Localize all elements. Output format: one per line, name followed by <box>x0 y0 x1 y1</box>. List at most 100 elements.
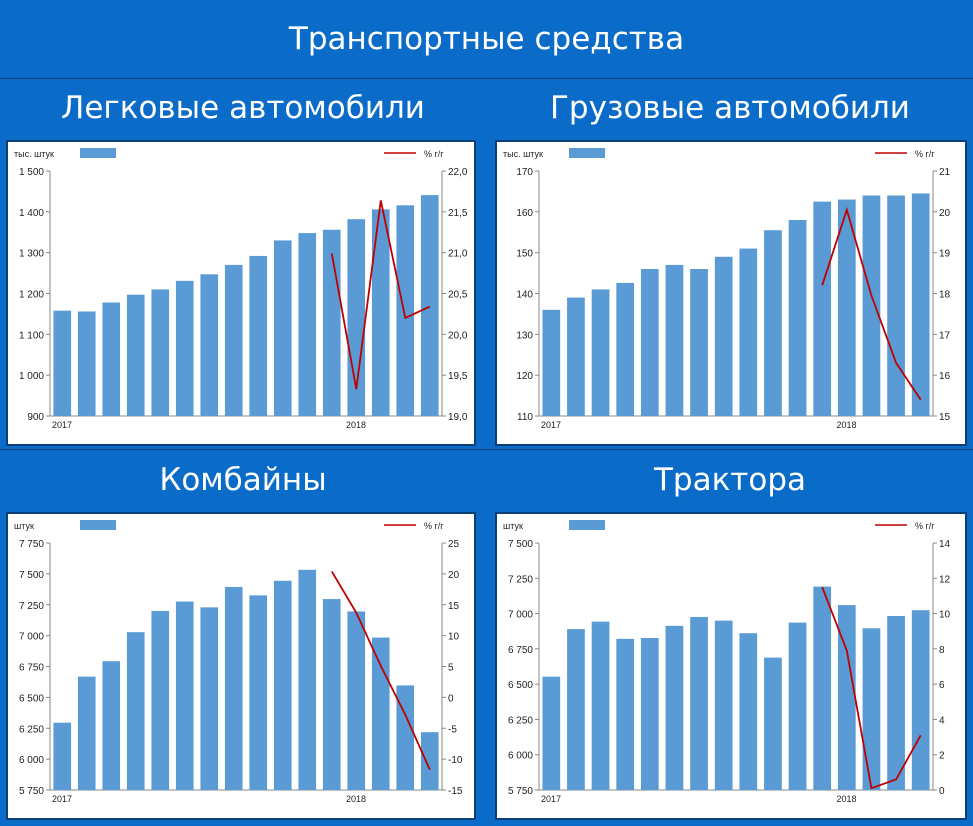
bar <box>542 309 561 416</box>
bar <box>102 302 121 416</box>
bottom-row-band <box>0 449 973 512</box>
bar <box>420 732 439 790</box>
bar <box>249 595 268 790</box>
y2-tick-label: 12 <box>939 574 951 585</box>
chart-title-trucks: Грузовые автомобили <box>550 90 910 126</box>
y-tick-label: 160 <box>516 208 533 219</box>
bar <box>542 676 561 790</box>
legend-bar-swatch <box>80 520 116 530</box>
y2-tick-label: 20,0 <box>448 330 468 341</box>
legend-bar-swatch <box>569 520 605 530</box>
right-unit-label: % г/г <box>424 521 444 531</box>
bar <box>347 611 366 790</box>
bar <box>862 628 881 790</box>
x-tick-label: 2018 <box>346 420 366 430</box>
bar <box>175 280 194 416</box>
bar <box>224 264 243 416</box>
y2-tick-label: 15 <box>448 601 460 612</box>
y2-tick-label: 21,5 <box>448 208 468 219</box>
y-tick-label: 1 400 <box>19 208 44 219</box>
bar <box>77 676 96 790</box>
y2-tick-label: 16 <box>939 371 951 382</box>
y-tick-label: 6 500 <box>508 680 533 691</box>
y2-tick-label: 8 <box>939 645 945 656</box>
bar <box>640 269 659 416</box>
bar <box>298 233 317 416</box>
x-tick-label: 2018 <box>837 420 857 430</box>
legend-bar-swatch <box>80 148 116 158</box>
y2-tick-label: 25 <box>448 539 460 550</box>
bar <box>690 616 708 790</box>
yoy-line <box>821 206 922 401</box>
chart-panel-cars: тыс. штук % г/г 900 1 000 1 100 1 200 1 300 1 4… <box>6 140 476 446</box>
right-unit-label: % г/г <box>424 149 444 159</box>
y-tick-label: 6 750 <box>508 645 533 656</box>
bar <box>739 633 758 790</box>
x-tick-label: 2017 <box>541 420 561 430</box>
bar <box>396 205 415 416</box>
y2-tick-label: 19,5 <box>448 371 468 382</box>
y2-tick-label: 15 <box>939 412 951 423</box>
bar <box>420 195 439 416</box>
bar <box>887 615 905 790</box>
bar <box>567 297 585 416</box>
bar <box>371 209 390 416</box>
y-tick-label: 140 <box>516 290 533 301</box>
chart-panel-combines: штук % г/г 5 750 6 000 6 250 6 500 6 750 7 000 7… <box>6 512 476 820</box>
y2-tick-label: -15 <box>448 786 463 797</box>
y2-tick-label: 14 <box>939 539 951 550</box>
x-tick-label: 2018 <box>346 794 366 804</box>
y-tick-label: 7 000 <box>508 610 533 621</box>
chart-combines: штук % г/г 5 750 6 000 6 250 6 500 6 750 7 000 7… <box>14 520 463 804</box>
bar <box>53 310 72 416</box>
y-tick-label: 1 500 <box>19 167 44 178</box>
y2-tick-label: 10 <box>448 632 460 643</box>
y-tick-label: 6 000 <box>19 755 44 766</box>
y2-tick-label: 19,0 <box>448 412 468 423</box>
chart-cars: тыс. штук % г/г 900 1 000 1 100 1 200 1 300 1 4… <box>14 148 468 430</box>
chart-title-tractors: Трактора <box>653 462 807 498</box>
y2-tick-label: 4 <box>939 715 945 726</box>
bar <box>53 722 72 790</box>
bar <box>788 622 807 790</box>
y-tick-label: 5 750 <box>508 786 533 797</box>
bar <box>298 569 317 790</box>
y-tick-label: 7 750 <box>19 539 44 550</box>
bar <box>200 274 219 416</box>
bar <box>862 195 881 416</box>
y-tick-label: 7 000 <box>19 632 44 643</box>
bar <box>371 637 390 790</box>
bar <box>567 629 585 790</box>
bar <box>200 607 219 790</box>
y-tick-label: 7 250 <box>508 574 533 585</box>
y2-tick-label: 21,0 <box>448 249 468 260</box>
y2-tick-label: 0 <box>448 693 454 704</box>
y2-tick-label: 20 <box>448 570 460 581</box>
x-tick-label: 2017 <box>52 794 72 804</box>
y2-tick-label: 5 <box>448 663 454 674</box>
left-unit-label: тыс. штук <box>503 149 543 159</box>
y2-tick-label: 17 <box>939 330 951 341</box>
y2-tick-label: 6 <box>939 680 945 691</box>
page-title: Транспортные средства <box>0 0 973 79</box>
y2-tick-label: 19 <box>939 249 951 260</box>
y-tick-label: 1 300 <box>19 249 44 260</box>
y2-tick-label: 22,0 <box>448 167 468 178</box>
y-tick-label: 7 250 <box>19 601 44 612</box>
chart-panel-tractors: штук % г/г 5 750 6 000 6 250 6 500 6 750 7 000 7… <box>495 512 967 820</box>
y-tick-label: 6 250 <box>19 724 44 735</box>
y-tick-label: 6 000 <box>508 751 533 762</box>
chart-tractors: штук % г/г 5 750 6 000 6 250 6 500 6 750 7 000 7… <box>503 520 951 804</box>
bar <box>640 637 659 790</box>
bar <box>911 610 930 790</box>
x-tick-label: 2017 <box>52 420 72 430</box>
chart-panel-trucks: тыс. штук % г/г 110 120 130 140 150 160 170 15 16 1… <box>495 140 967 446</box>
bar <box>788 220 807 416</box>
y-tick-label: 1 200 <box>19 290 44 301</box>
bar <box>616 638 635 790</box>
y-tick-label: 5 750 <box>19 786 44 797</box>
left-unit-label: штук <box>14 521 34 531</box>
bar <box>396 685 415 790</box>
bar <box>714 256 733 416</box>
